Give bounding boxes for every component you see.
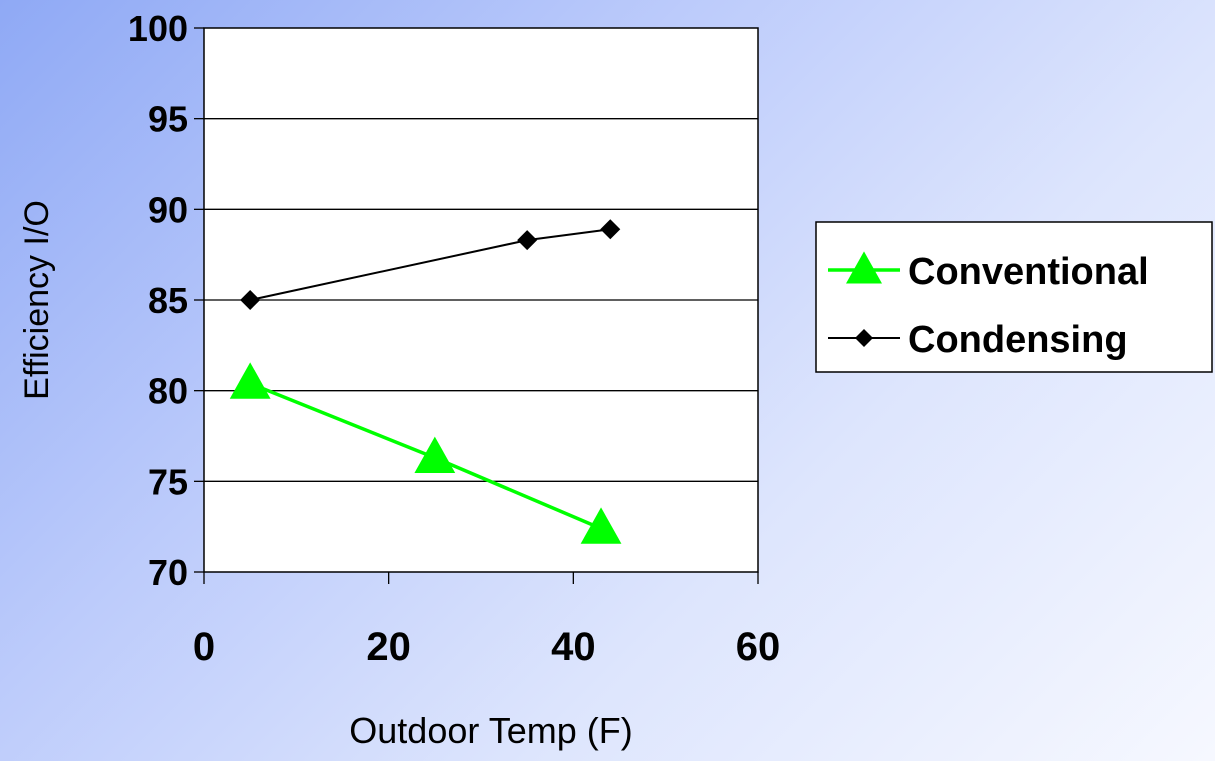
x-tick-label: 20 xyxy=(366,625,411,669)
y-tick-label: 85 xyxy=(148,280,188,321)
diamond-marker xyxy=(240,290,261,310)
legend: Conventional Condensing xyxy=(815,221,1213,373)
x-tick-label: 0 xyxy=(193,625,215,669)
series-conventional xyxy=(229,362,622,544)
x-tick-label: 60 xyxy=(736,625,781,669)
x-tick-labels: 0 20 40 60 xyxy=(193,625,780,669)
y-tick-label: 75 xyxy=(148,461,188,502)
y-tick-label: 80 xyxy=(148,371,188,412)
triangle-marker xyxy=(846,251,882,284)
diamond-marker xyxy=(600,219,621,240)
gridlines xyxy=(204,118,758,482)
x-axis-title: Outdoor Temp (F) xyxy=(349,710,632,751)
triangle-marker xyxy=(580,507,622,544)
y-tick-label: 90 xyxy=(148,189,188,230)
y-tick-labels: 70 75 80 85 90 95 100 xyxy=(128,8,188,593)
y-tick-label: 95 xyxy=(148,99,188,140)
y-axis-title: Efficiency I/O xyxy=(18,200,56,400)
triangle-marker xyxy=(414,436,456,474)
legend-box xyxy=(815,221,1213,373)
y-tick-label: 100 xyxy=(128,8,188,49)
x-tick-label: 40 xyxy=(551,625,596,669)
y-tick-label: 70 xyxy=(148,552,188,593)
axis-ticks xyxy=(194,27,759,584)
legend-label: Conventional xyxy=(908,251,1149,293)
legend-item-conventional: Conventional xyxy=(828,251,1149,293)
triangle-marker xyxy=(229,362,271,399)
diamond-marker xyxy=(855,329,873,347)
diamond-marker xyxy=(517,230,538,251)
series-layer xyxy=(229,219,622,544)
legend-label: Condensing xyxy=(908,319,1128,361)
legend-item-condensing: Condensing xyxy=(828,319,1128,361)
series-condensing xyxy=(240,219,621,310)
